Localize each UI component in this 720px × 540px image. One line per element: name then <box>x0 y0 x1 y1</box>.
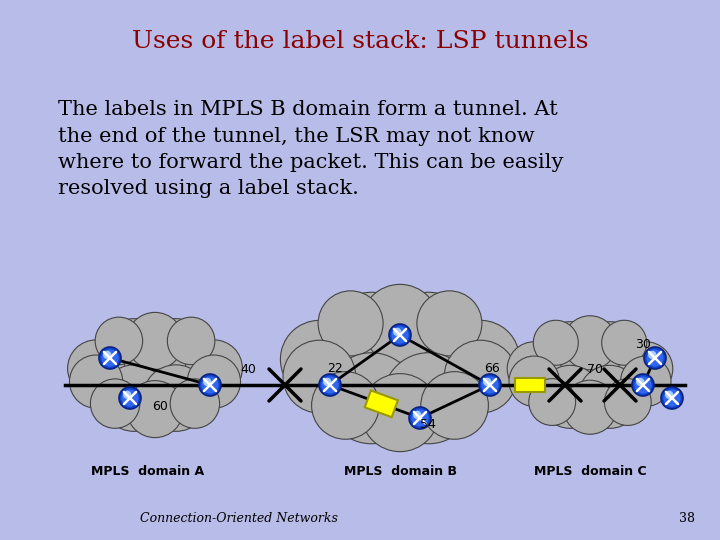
Circle shape <box>127 381 184 437</box>
Circle shape <box>143 365 209 431</box>
Circle shape <box>318 291 383 356</box>
Circle shape <box>602 320 647 365</box>
Circle shape <box>383 353 474 444</box>
Text: The labels in MPLS B domain form a tunnel. At
the end of the tunnel, the LSR may: The labels in MPLS B domain form a tunne… <box>58 100 564 199</box>
Circle shape <box>509 356 559 407</box>
Circle shape <box>68 340 125 397</box>
Circle shape <box>202 376 219 394</box>
Circle shape <box>539 322 602 384</box>
Circle shape <box>563 316 617 370</box>
Circle shape <box>70 355 122 408</box>
Circle shape <box>417 291 482 356</box>
Text: MPLS  domain A: MPLS domain A <box>91 465 204 478</box>
Circle shape <box>326 353 417 444</box>
Circle shape <box>441 320 520 399</box>
Circle shape <box>123 391 132 399</box>
Text: MPLS  domain C: MPLS domain C <box>534 465 647 478</box>
Circle shape <box>648 351 657 359</box>
Circle shape <box>106 326 204 424</box>
Circle shape <box>528 379 575 426</box>
Circle shape <box>411 409 428 427</box>
Text: 70: 70 <box>587 363 603 376</box>
Text: Uses of the label stack: LSP tunnels: Uses of the label stack: LSP tunnels <box>132 30 588 53</box>
Circle shape <box>479 374 501 396</box>
Circle shape <box>383 292 474 383</box>
Circle shape <box>534 320 578 365</box>
Circle shape <box>644 347 666 369</box>
Circle shape <box>312 372 379 439</box>
Circle shape <box>543 328 636 422</box>
Circle shape <box>296 319 395 417</box>
Circle shape <box>167 317 215 364</box>
Circle shape <box>333 300 467 436</box>
Circle shape <box>420 372 488 439</box>
Circle shape <box>632 374 654 396</box>
Circle shape <box>636 378 644 386</box>
Circle shape <box>143 319 209 385</box>
Text: 54: 54 <box>420 418 436 431</box>
Circle shape <box>663 389 680 407</box>
Circle shape <box>405 319 504 417</box>
Circle shape <box>409 407 431 429</box>
Circle shape <box>578 366 642 428</box>
Circle shape <box>170 379 220 428</box>
Circle shape <box>91 379 140 428</box>
Circle shape <box>319 374 341 396</box>
Polygon shape <box>515 378 545 392</box>
Text: Connection-Oriented Networks: Connection-Oriented Networks <box>140 512 338 525</box>
Circle shape <box>413 411 421 419</box>
Circle shape <box>323 378 331 386</box>
Circle shape <box>102 349 119 367</box>
Circle shape <box>186 340 243 397</box>
Circle shape <box>280 320 359 399</box>
Circle shape <box>101 319 167 385</box>
Text: 60: 60 <box>152 400 168 413</box>
Circle shape <box>127 313 184 369</box>
Circle shape <box>618 342 672 396</box>
Circle shape <box>199 374 221 396</box>
Circle shape <box>122 389 138 407</box>
Circle shape <box>95 317 143 364</box>
Circle shape <box>159 339 231 411</box>
Circle shape <box>361 285 439 362</box>
Circle shape <box>665 391 673 399</box>
Circle shape <box>578 322 642 384</box>
Text: 66: 66 <box>484 362 500 375</box>
Circle shape <box>119 387 141 409</box>
Circle shape <box>661 387 683 409</box>
Circle shape <box>647 349 664 367</box>
Circle shape <box>604 379 651 426</box>
Circle shape <box>392 326 408 343</box>
Circle shape <box>482 376 498 394</box>
Circle shape <box>621 356 671 407</box>
Circle shape <box>99 347 121 369</box>
Circle shape <box>444 340 517 413</box>
Circle shape <box>79 339 151 411</box>
Text: 30: 30 <box>635 338 651 351</box>
Circle shape <box>539 366 602 428</box>
Circle shape <box>389 324 411 346</box>
Polygon shape <box>365 390 398 417</box>
Circle shape <box>203 378 212 386</box>
Circle shape <box>187 355 240 408</box>
Text: 40: 40 <box>240 363 256 376</box>
Text: 38: 38 <box>679 512 695 525</box>
Circle shape <box>634 376 652 394</box>
Circle shape <box>101 365 167 431</box>
Text: 22: 22 <box>327 362 343 375</box>
Circle shape <box>283 340 356 413</box>
Circle shape <box>483 378 492 386</box>
Circle shape <box>563 380 617 434</box>
Circle shape <box>103 351 112 359</box>
Circle shape <box>326 292 417 383</box>
Circle shape <box>361 374 439 451</box>
Circle shape <box>593 341 662 409</box>
Circle shape <box>518 341 586 409</box>
Circle shape <box>507 342 561 396</box>
Text: MPLS  domain B: MPLS domain B <box>343 465 456 478</box>
Circle shape <box>321 376 338 394</box>
Circle shape <box>393 328 402 336</box>
